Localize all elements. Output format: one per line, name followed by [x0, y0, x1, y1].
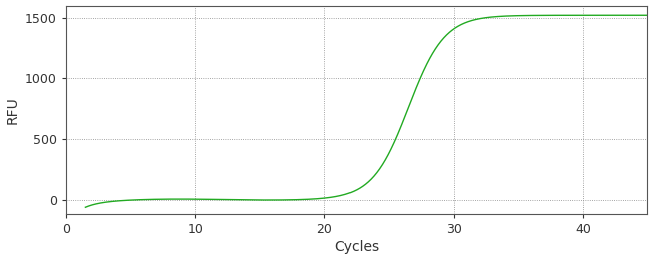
X-axis label: Cycles: Cycles	[334, 240, 379, 255]
Y-axis label: RFU: RFU	[6, 96, 20, 124]
